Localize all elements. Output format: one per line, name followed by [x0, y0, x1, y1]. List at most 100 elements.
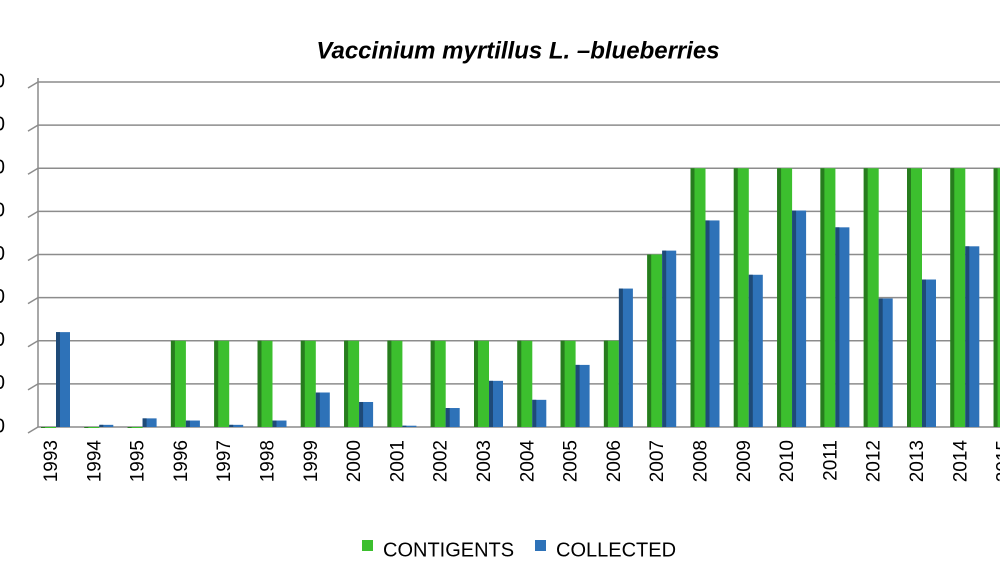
x-tick-label: 2012 [864, 440, 885, 482]
grid-edge [27, 81, 39, 89]
grid-edge [27, 296, 39, 305]
bar-side [84, 427, 89, 428]
x-tick-label: 1995 [128, 440, 149, 482]
bar [84, 427, 100, 428]
bar-side [705, 220, 710, 427]
legend-label: COLLECTED [556, 539, 676, 561]
bar-side [575, 364, 580, 427]
bar-side [99, 424, 104, 427]
bar-side [647, 254, 652, 427]
grid-edge [27, 426, 39, 434]
bar-side [560, 340, 565, 427]
bar [185, 420, 200, 427]
x-tick-label: 1994 [84, 440, 105, 483]
x-tick-label: 2015 [994, 440, 1000, 482]
x-tick-label: 2001 [387, 440, 408, 482]
x-tick-label: 2008 [691, 440, 712, 482]
bar-side [257, 340, 262, 427]
x-tick-label: 1997 [214, 440, 235, 482]
x-tick-label: 1993 [41, 440, 62, 482]
bar-side [532, 399, 537, 427]
bar-side [214, 340, 219, 427]
y-tick-label: 800 [0, 70, 5, 92]
bar-side [56, 332, 60, 427]
x-tick-label: 1999 [301, 440, 322, 482]
bar-side [315, 392, 320, 427]
bar-side [878, 298, 883, 427]
y-tick-label: 400 [0, 243, 5, 265]
x-tick-label: 2010 [777, 440, 798, 482]
bar-side [618, 288, 623, 427]
bar-side [662, 250, 667, 427]
bar-side [993, 168, 998, 427]
bar-side [733, 168, 738, 427]
bar [229, 424, 244, 427]
y-tick-label: 700 [0, 113, 5, 135]
bar-side [489, 380, 493, 427]
bar-side [792, 210, 797, 427]
bar-side [41, 427, 45, 428]
bar-side [300, 340, 305, 427]
bar-side [517, 340, 522, 427]
bar-side [965, 246, 970, 427]
bar-side [820, 168, 825, 427]
bar-side [863, 168, 868, 427]
bar-side [430, 340, 435, 427]
grid-edge [27, 124, 39, 132]
y-tick-label: 200 [0, 329, 5, 351]
bar-side [777, 168, 782, 427]
bar-side [922, 279, 926, 427]
bar-side [387, 340, 392, 427]
y-tick-label: 600 [0, 157, 5, 179]
y-tick-label: 100 [0, 372, 5, 394]
x-tick-label: 2011 [820, 440, 841, 481]
y-tick-label: 0 [0, 415, 5, 437]
legend-swatch [535, 540, 546, 551]
bar [99, 424, 114, 427]
bar-side [474, 340, 478, 427]
bar [41, 427, 56, 428]
grid-edge [27, 167, 39, 175]
bar-side [907, 168, 911, 427]
grid-edge [27, 210, 39, 219]
bar-side [603, 340, 608, 427]
grid-edge [27, 253, 39, 262]
bar-side [142, 418, 147, 427]
bar [127, 427, 143, 428]
x-tick-label: 1996 [171, 440, 192, 482]
x-tick-label: 2013 [907, 440, 928, 482]
bar-side [359, 401, 364, 427]
x-tick-label: 2014 [950, 440, 971, 483]
bar-side [272, 420, 277, 427]
legend-label: CONTIGENTS [383, 539, 514, 561]
bar-side [344, 340, 349, 427]
grid-edge [27, 340, 39, 348]
x-tick-label: 2004 [517, 440, 538, 483]
y-tick-label: 300 [0, 286, 5, 308]
x-tick-label: 1998 [258, 440, 279, 482]
bar-side [402, 425, 407, 427]
bar-side [445, 408, 450, 427]
bar [402, 425, 417, 427]
bar-side [748, 274, 753, 427]
x-tick-label: 2002 [431, 440, 452, 482]
bar-side [229, 424, 234, 427]
bar [142, 418, 157, 427]
x-tick-label: 2009 [734, 440, 755, 482]
x-tick-label: 2007 [647, 440, 668, 482]
bar-side [170, 340, 175, 427]
y-tick-label: 500 [0, 200, 5, 222]
x-tick-label: 2003 [474, 440, 495, 482]
x-tick-label: 2000 [344, 440, 365, 482]
bar-side [950, 168, 955, 427]
legend-swatch [362, 540, 373, 551]
bar-side [835, 227, 840, 427]
chart-title: Vaccinium myrtillus L. –blueberries [316, 37, 719, 64]
bar [272, 420, 287, 427]
grid-edge [27, 383, 39, 391]
bar-side [127, 427, 132, 428]
x-tick-label: 2005 [561, 440, 582, 482]
x-tick-label: 2006 [604, 440, 625, 482]
bar-side [690, 168, 695, 427]
